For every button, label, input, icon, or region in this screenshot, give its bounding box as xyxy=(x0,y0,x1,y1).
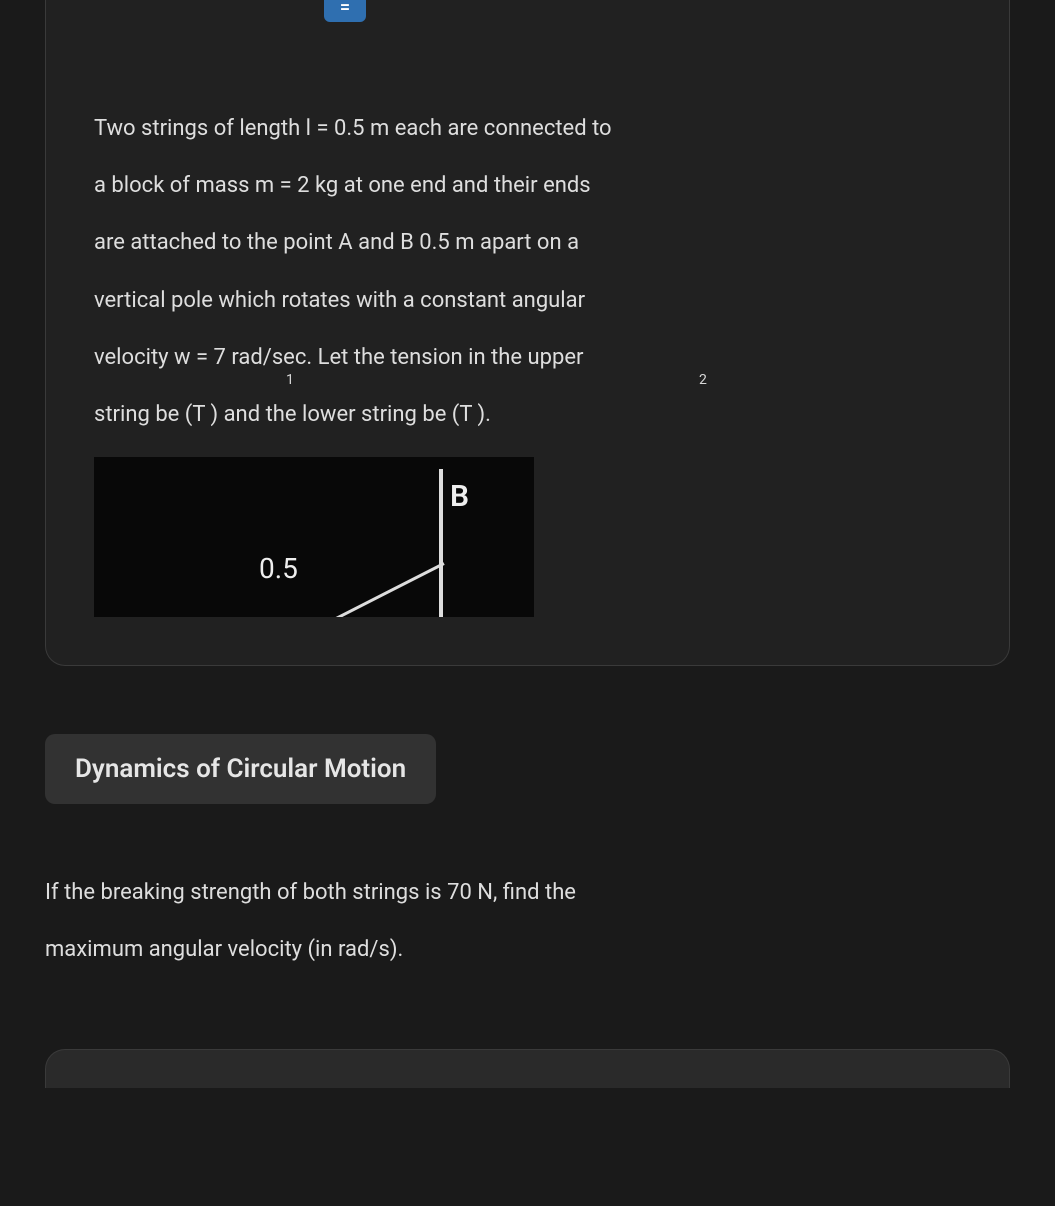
diagram-length-label: 0.5 xyxy=(259,552,298,585)
page-root: = Two strings of length l = 0.5 m each a… xyxy=(0,0,1055,1128)
followup-question: If the breaking strength of both strings… xyxy=(45,864,1010,978)
tension-text: string be (T ) and the lower string be (… xyxy=(94,402,491,427)
problem-line: a block of mass m = 2 kg at one end and … xyxy=(94,173,591,198)
problem-diagram: B 0.5 xyxy=(94,457,534,617)
diagram-point-label: B xyxy=(450,479,469,514)
topic-tag-row: Dynamics of Circular Motion xyxy=(45,734,1010,804)
answer-card xyxy=(45,1049,1010,1088)
equals-badge: = xyxy=(324,0,366,22)
tension-line: string be (T ) and the lower string be (… xyxy=(94,386,491,443)
problem-statement: Two strings of length l = 0.5 m each are… xyxy=(94,0,961,443)
topic-tag[interactable]: Dynamics of Circular Motion xyxy=(45,734,436,804)
problem-line: velocity w = 7 rad/sec. Let the tension … xyxy=(94,345,583,370)
diagram-pole xyxy=(439,469,443,617)
subscript-2: 2 xyxy=(699,362,707,398)
problem-line: are attached to the point A and B 0.5 m … xyxy=(94,230,579,255)
problem-line: Two strings of length l = 0.5 m each are… xyxy=(94,116,612,141)
subscript-1: 1 xyxy=(286,362,294,398)
followup-line: If the breaking strength of both strings… xyxy=(45,880,576,905)
followup-line: maximum angular velocity (in rad/s). xyxy=(45,937,403,962)
problem-card: = Two strings of length l = 0.5 m each a… xyxy=(45,0,1010,666)
problem-line: vertical pole which rotates with a const… xyxy=(94,288,585,313)
